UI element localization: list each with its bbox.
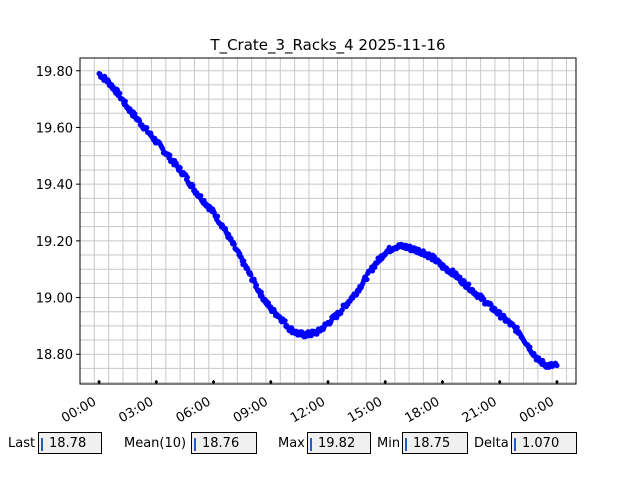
y-tick-label: 19.60 (36, 121, 73, 136)
y-tick-label: 18.80 (36, 348, 73, 363)
x-tick-label: 15:00 (345, 394, 385, 426)
last-value: 18.78 (49, 436, 87, 451)
x-tick-marker (269, 380, 273, 384)
text-cursor (405, 438, 407, 451)
text-cursor (194, 438, 196, 451)
data-point (190, 182, 196, 189)
data-point (527, 344, 533, 350)
data-point (339, 307, 345, 313)
data-point (481, 296, 487, 302)
delta-value-field[interactable]: 1.070 (511, 432, 577, 454)
delta-value: 1.070 (522, 436, 560, 451)
max-label: Max (278, 436, 305, 451)
text-cursor (514, 438, 516, 451)
data-point (248, 272, 254, 278)
x-tick-label: 18:00 (403, 394, 443, 426)
max-value: 19.82 (318, 436, 356, 451)
data-point (364, 276, 370, 282)
x-tick-marker (154, 380, 158, 384)
text-cursor (41, 438, 43, 451)
chart-title: T_Crate_3_Racks_4 2025-11-16 (209, 36, 445, 55)
x-tick-marker (555, 380, 559, 384)
y-tick-label: 19.80 (36, 65, 73, 80)
x-tick-marker (498, 380, 502, 384)
x-tick-label: 21:00 (460, 394, 500, 426)
data-point (466, 281, 472, 287)
data-point (184, 174, 190, 180)
y-tick-label: 19.00 (36, 292, 73, 307)
x-tick-marker (326, 380, 330, 384)
chart: 18.80 19.00 19.20 19.40 19.60 19.80 00:00 03:0… (36, 36, 577, 426)
chart-grid (79, 58, 576, 384)
data-point (253, 282, 260, 288)
x-tick-label: 09:00 (231, 394, 271, 426)
x-tick-label: 03:00 (116, 394, 156, 426)
min-value: 18.75 (413, 436, 451, 451)
data-points (96, 71, 560, 370)
data-point (231, 241, 237, 247)
last-label: Last (8, 436, 36, 451)
data-point (214, 213, 221, 219)
x-tick-label: 06:00 (174, 394, 214, 426)
data-point (514, 324, 520, 330)
min-value-field[interactable]: 18.75 (402, 432, 468, 454)
delta-label: Delta (474, 436, 509, 451)
y-tick-label: 19.40 (36, 178, 73, 193)
plot-frame (79, 57, 577, 385)
mean-value: 18.76 (202, 436, 240, 451)
data-point (554, 362, 560, 369)
data-point (117, 90, 123, 96)
last-value-field[interactable]: 18.78 (38, 432, 102, 454)
x-tick-label: 00:00 (517, 394, 557, 426)
data-point (137, 118, 143, 124)
min-label: Min (377, 436, 401, 451)
x-tick-label: 12:00 (288, 394, 328, 426)
x-axis: 00:00 03:00 06:00 09:00 12:00 15:00 18:00 21:00… (59, 380, 559, 426)
data-point (177, 165, 183, 171)
x-tick-marker (212, 380, 216, 384)
data-point (497, 309, 503, 315)
y-axis: 18.80 19.00 19.20 19.40 19.60 19.80 (36, 65, 80, 363)
x-tick-label: 00:00 (59, 394, 99, 426)
data-point (282, 318, 288, 324)
text-cursor (310, 438, 312, 451)
data-point (122, 98, 128, 104)
data-point (167, 152, 173, 158)
max-value-field[interactable]: 19.82 (307, 432, 371, 454)
data-point (198, 193, 204, 199)
x-tick-marker (97, 380, 101, 384)
mean-label: Mean(10) (124, 436, 187, 451)
mean-value-field[interactable]: 18.76 (191, 432, 257, 454)
data-point (144, 125, 150, 131)
data-point (462, 279, 468, 286)
x-tick-marker (383, 380, 387, 384)
data-point (457, 274, 463, 280)
y-tick-label: 19.20 (36, 235, 73, 250)
x-tick-marker (440, 380, 444, 384)
